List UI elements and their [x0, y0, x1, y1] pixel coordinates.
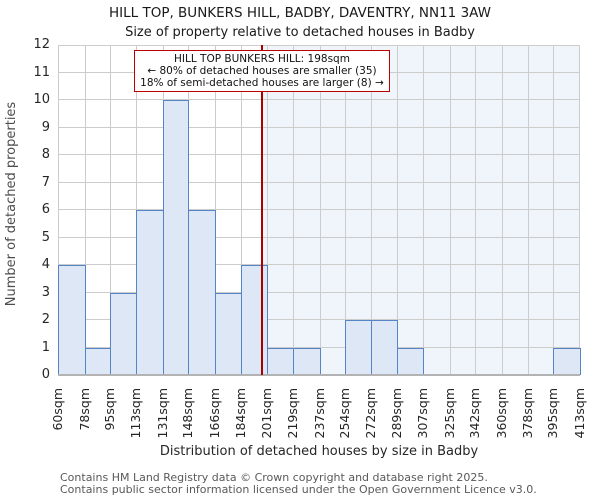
v-gridline: [241, 45, 243, 375]
y-tick-label: 3: [41, 284, 50, 300]
x-axis-line: [58, 374, 580, 376]
histogram-bar: [109, 292, 138, 375]
annotation-larger-stat: 18% of semi-detached houses are larger (…: [140, 77, 384, 89]
footer-line-2: Contains public sector information licen…: [60, 483, 537, 496]
property-size-marker-line: [261, 45, 264, 375]
histogram-bar: [162, 100, 190, 375]
x-axis-title: Distribution of detached houses by size …: [159, 444, 479, 459]
histogram-bar: [58, 265, 86, 375]
h-gridline: [58, 181, 580, 183]
histogram-bar: [266, 347, 295, 375]
histogram-bar: [84, 347, 111, 375]
v-gridline: [475, 45, 476, 375]
larger-than-property-shade: [262, 45, 580, 375]
v-gridline: [553, 45, 555, 375]
y-tick-label: 6: [41, 202, 50, 217]
v-gridline: [528, 45, 530, 375]
h-gridline: [58, 346, 580, 348]
histogram-bar: [293, 347, 321, 375]
h-gridline: [58, 264, 580, 265]
histogram-bar: [396, 347, 425, 375]
histogram-bar: [136, 210, 165, 375]
y-tick-label: 11: [33, 64, 50, 80]
footer-line-1: Contains HM Land Registry data © Crown c…: [60, 471, 488, 484]
y-tick-label: 10: [33, 92, 50, 107]
v-gridline: [579, 45, 580, 375]
y-tick-label: 9: [41, 119, 50, 135]
y-tick-label: 5: [41, 229, 50, 245]
v-gridline: [58, 45, 59, 375]
v-gridline: [319, 45, 321, 375]
y-tick-label: 2: [41, 312, 50, 327]
histogram-bar: [553, 347, 582, 375]
v-gridline: [84, 45, 86, 375]
y-tick-label: 7: [41, 174, 50, 190]
y-tick-label: 0: [41, 367, 50, 382]
chart-subtitle: Size of property relative to detached ho…: [125, 25, 475, 40]
v-gridline: [449, 45, 451, 375]
plot-area: [58, 45, 582, 376]
v-gridline: [344, 45, 346, 375]
histogram-bar: [344, 320, 373, 375]
y-tick-label: 8: [41, 147, 50, 162]
histogram-bar: [241, 265, 268, 375]
histogram-bar: [188, 210, 216, 375]
histogram-bar: [371, 320, 398, 375]
annotation-smaller-stat: ← 80% of detached houses are smaller (35…: [147, 65, 377, 77]
annotation-box: HILL TOP BUNKERS HILL: 198sqm ← 80% of d…: [134, 50, 390, 92]
h-gridline: [58, 99, 580, 100]
chart-title: HILL TOP, BUNKERS HILL, BADBY, DAVENTRY,…: [108, 5, 491, 21]
h-gridline: [58, 126, 580, 128]
h-gridline: [58, 209, 580, 210]
v-gridline: [396, 45, 398, 375]
y-tick-label: 4: [41, 257, 50, 272]
h-gridline: [58, 236, 580, 238]
v-gridline: [423, 45, 425, 375]
v-gridline: [501, 45, 503, 375]
v-gridline: [109, 45, 111, 375]
h-gridline: [58, 154, 580, 155]
v-gridline: [371, 45, 373, 375]
h-gridline: [58, 291, 580, 293]
y-tick-label: 1: [41, 339, 50, 355]
footer-attribution: Contains HM Land Registry data © Crown c…: [60, 472, 590, 496]
y-tick-label: 12: [33, 37, 50, 52]
h-gridline: [58, 45, 580, 46]
v-gridline: [293, 45, 295, 375]
v-gridline: [266, 45, 268, 375]
h-gridline: [58, 319, 580, 320]
annotation-property-size: HILL TOP BUNKERS HILL: 198sqm: [174, 53, 350, 65]
histogram-bar: [214, 292, 243, 375]
